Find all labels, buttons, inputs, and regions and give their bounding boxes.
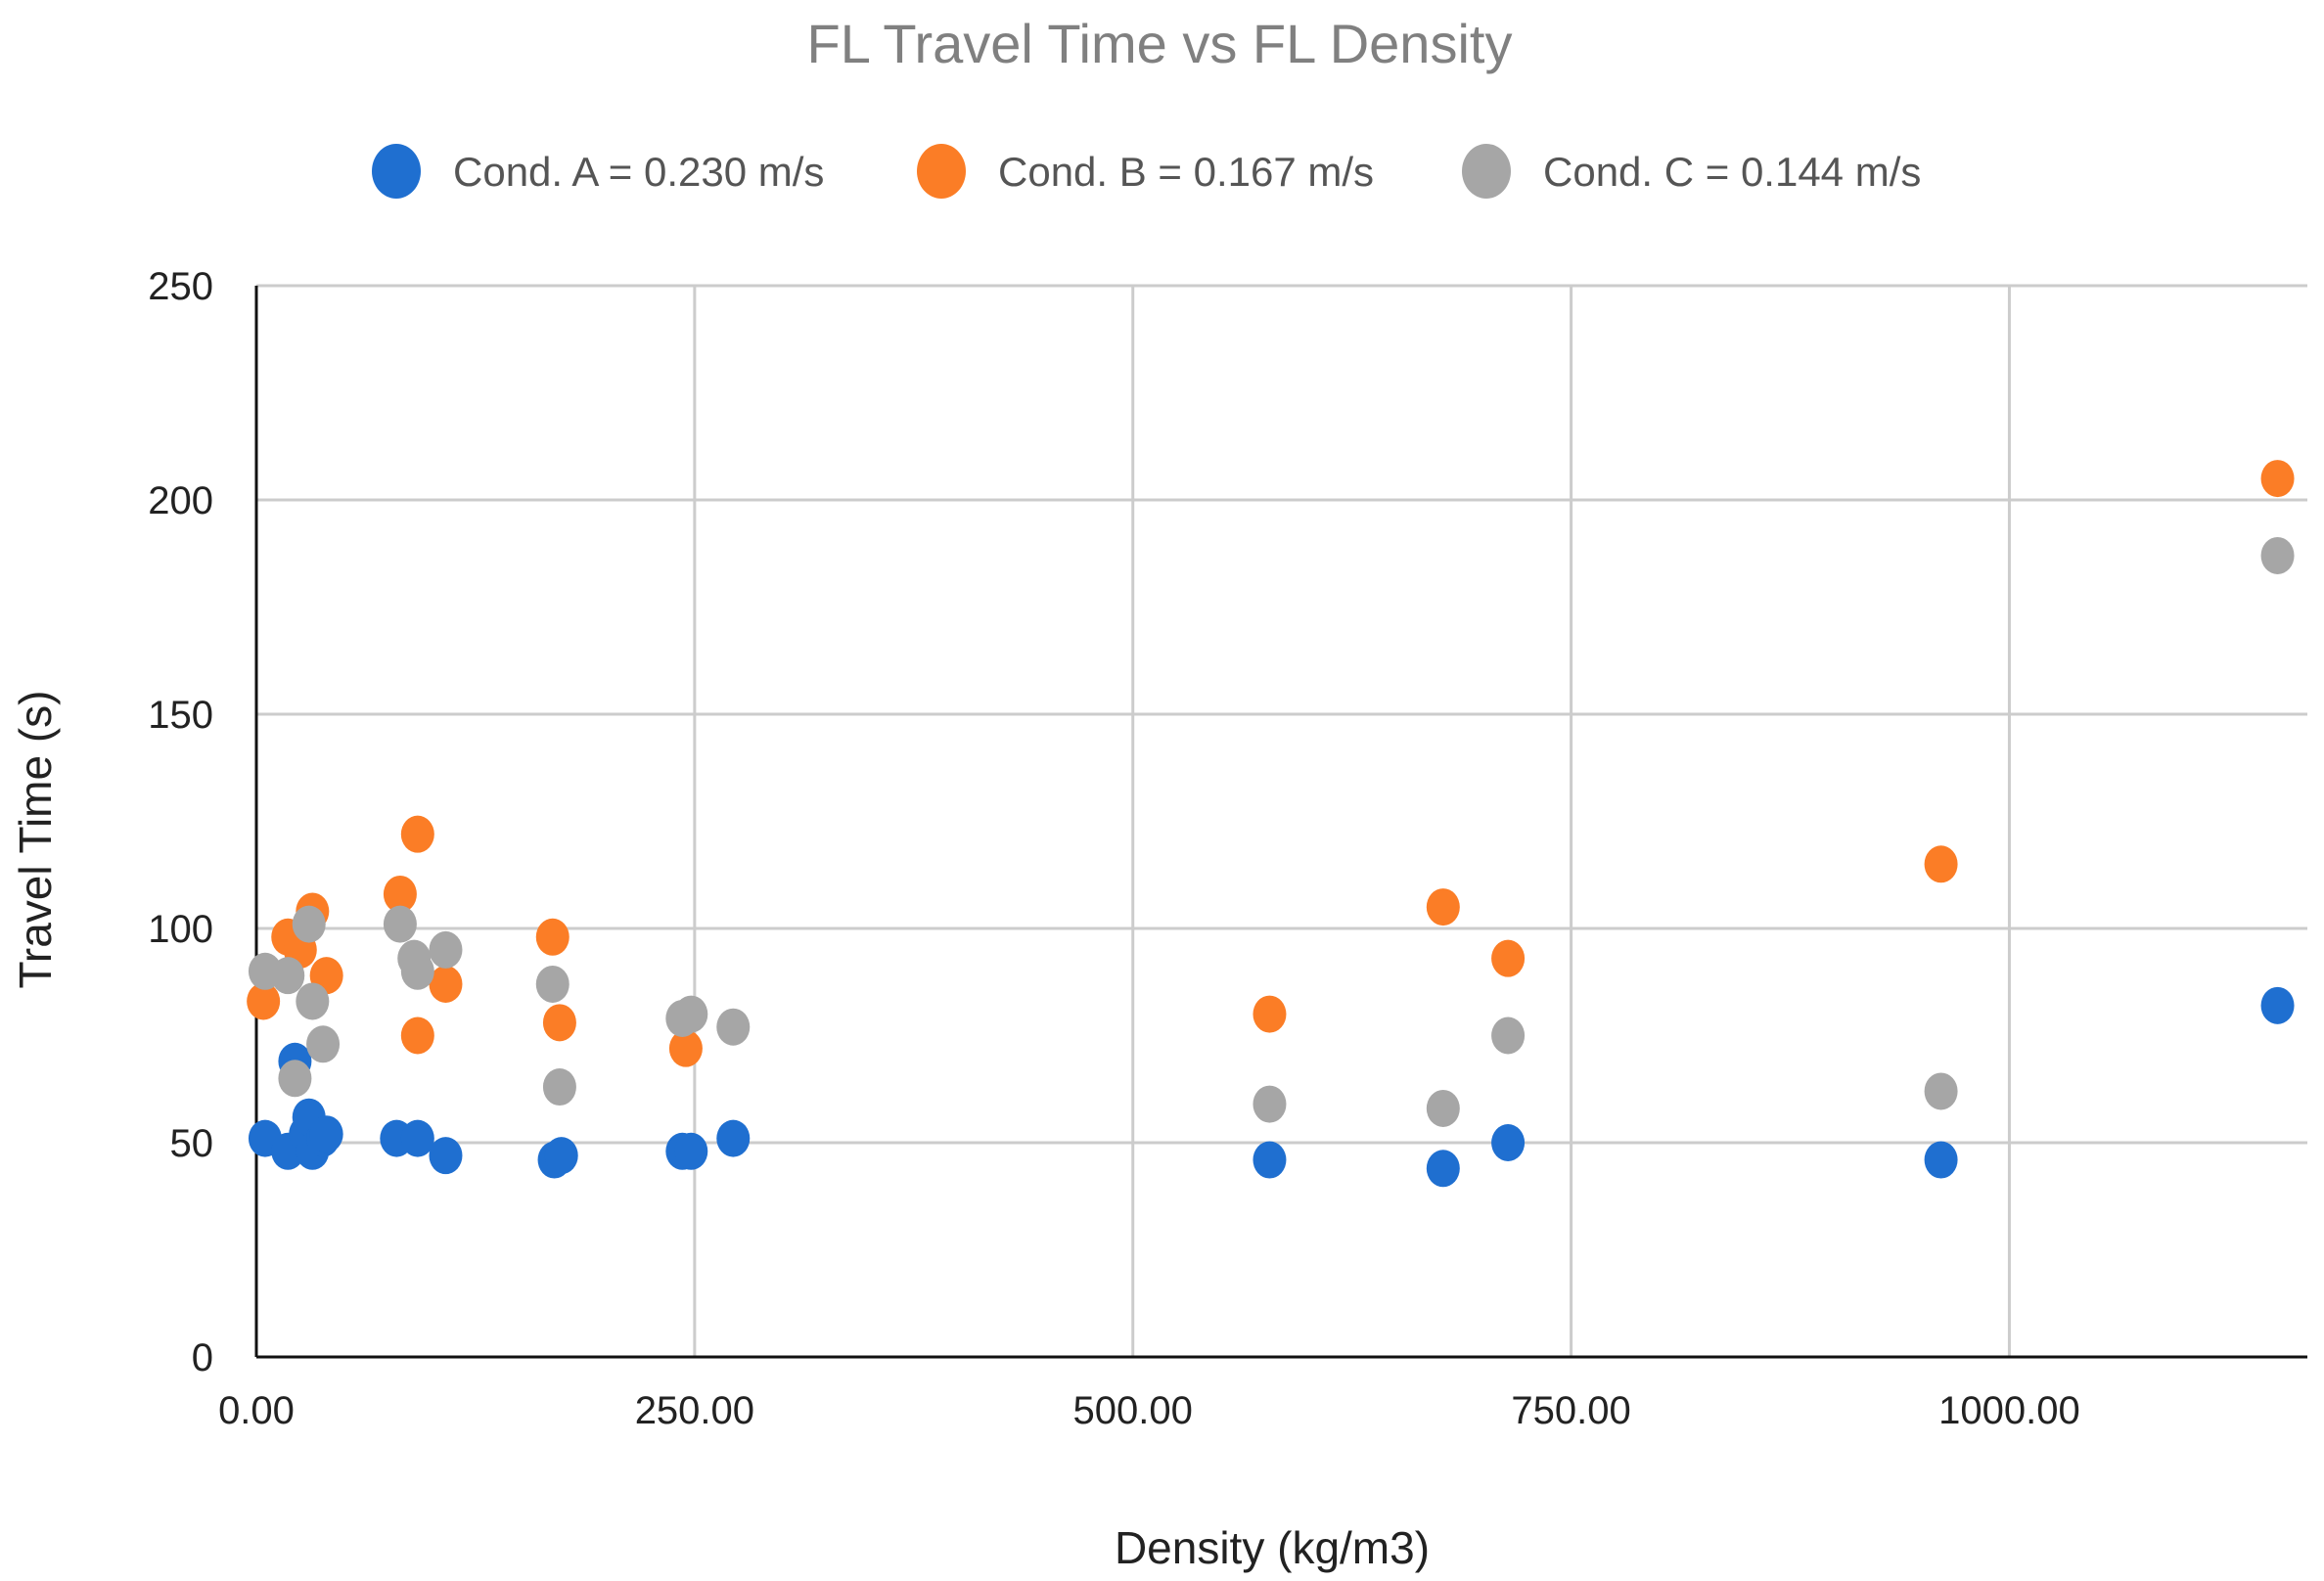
- point-series-a: [674, 1132, 708, 1170]
- point-series-c: [292, 905, 326, 943]
- point-series-b: [1426, 888, 1460, 926]
- point-series-b: [1253, 995, 1287, 1033]
- point-series-c: [1924, 1072, 1958, 1110]
- legend-label: Cond. C = 0.144 m/s: [1543, 149, 1921, 195]
- point-series-a: [1426, 1150, 1460, 1188]
- point-series-a: [400, 1119, 434, 1157]
- point-series-c: [296, 982, 330, 1020]
- data-points: [247, 460, 2295, 1188]
- x-tick-label: 500.00: [1073, 1389, 1193, 1432]
- point-series-c: [400, 952, 434, 990]
- legend-item: Cond. B = 0.167 m/s: [917, 144, 1374, 199]
- point-series-a: [429, 1137, 463, 1175]
- point-series-c: [542, 1068, 576, 1107]
- legend: Cond. A = 0.230 m/s Cond. B = 0.167 m/s Co…: [372, 144, 1921, 199]
- point-series-c: [1426, 1089, 1460, 1127]
- x-tick-label: 0.00: [218, 1389, 295, 1432]
- y-tick-label: 200: [148, 479, 213, 522]
- y-axis-label: Travel Time (s): [10, 691, 61, 989]
- point-series-c: [429, 930, 463, 969]
- point-series-c: [271, 957, 305, 995]
- legend-label: Cond. B = 0.167 m/s: [998, 149, 1374, 195]
- point-series-b: [668, 1029, 703, 1067]
- point-series-b: [429, 965, 463, 1003]
- x-tick-label: 750.00: [1511, 1389, 1630, 1432]
- legend-marker: [917, 144, 966, 199]
- axes: [254, 286, 2307, 1359]
- legend-marker: [372, 144, 421, 199]
- point-series-a: [1491, 1124, 1526, 1161]
- point-series-a: [2260, 986, 2295, 1024]
- point-series-c: [278, 1060, 312, 1098]
- legend-item: Cond. A = 0.230 m/s: [372, 144, 824, 199]
- x-tick-label: 1000.00: [1938, 1389, 2080, 1432]
- point-series-b: [535, 918, 570, 956]
- chart-title: FL Travel Time vs FL Density: [807, 13, 1513, 74]
- point-series-a: [1253, 1141, 1287, 1179]
- x-tick-label: 250.00: [635, 1389, 754, 1432]
- gridlines: [256, 284, 2307, 1357]
- point-series-b: [542, 1004, 576, 1042]
- point-series-b: [2260, 460, 2295, 498]
- point-series-b: [1924, 845, 1958, 883]
- legend-label: Cond. A = 0.230 m/s: [453, 149, 824, 195]
- point-series-c: [716, 1008, 751, 1046]
- y-tick-label: 150: [148, 694, 213, 737]
- y-tick-label: 250: [148, 265, 213, 308]
- point-series-a: [1924, 1141, 1958, 1179]
- y-tick-label: 50: [170, 1122, 214, 1165]
- point-series-a: [544, 1137, 578, 1175]
- point-series-c: [535, 965, 570, 1003]
- point-series-a: [309, 1115, 343, 1153]
- point-series-a: [716, 1119, 751, 1157]
- point-series-c: [306, 1025, 341, 1063]
- tick-labels: 0 50 100 150 200 250 0.00 250.00 500.00 750.00 100…: [148, 265, 2079, 1432]
- point-series-b: [400, 1016, 434, 1055]
- point-series-c: [1491, 1016, 1526, 1055]
- point-series-b: [1491, 939, 1526, 977]
- legend-marker: [1462, 144, 1511, 199]
- point-series-c: [1253, 1085, 1287, 1123]
- point-series-c: [674, 995, 708, 1033]
- point-series-b: [247, 982, 281, 1020]
- point-series-b: [383, 875, 417, 913]
- point-series-c: [383, 905, 417, 943]
- y-tick-label: 0: [192, 1336, 213, 1379]
- y-tick-label: 100: [148, 908, 213, 951]
- x-axis-label: Density (kg/m3): [1115, 1522, 1430, 1573]
- point-series-b: [400, 815, 434, 853]
- legend-item: Cond. C = 0.144 m/s: [1462, 144, 1921, 199]
- point-series-c: [2260, 536, 2295, 574]
